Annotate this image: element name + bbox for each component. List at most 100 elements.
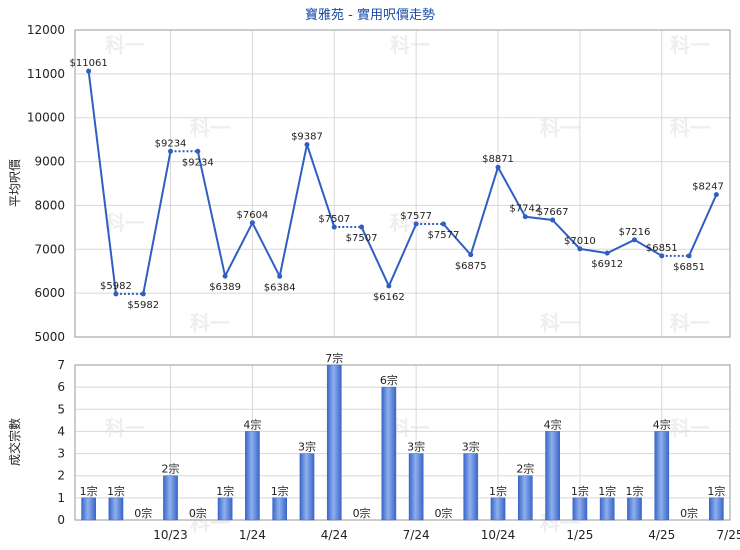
bar-value-label: 1宗: [707, 484, 725, 498]
point-value-label: $7742: [509, 204, 541, 215]
line-segment: [306, 144, 336, 228]
line-segment: [525, 215, 553, 222]
line-point: [113, 291, 119, 297]
line-point: [140, 291, 146, 297]
line-point: [413, 221, 419, 227]
watermark-text: 科一: [540, 311, 580, 335]
bar-value-label: 1宗: [271, 484, 289, 498]
line-chart-ytick: 8000: [34, 198, 65, 212]
bar-value-label: 2宗: [162, 462, 180, 476]
line-point: [277, 273, 283, 279]
point-value-label: $7507: [346, 233, 378, 244]
bar: [245, 431, 260, 521]
x-tick-label: 10/24: [481, 528, 516, 542]
bar-value-label: 4宗: [243, 417, 261, 431]
bar: [463, 453, 479, 521]
line-point: [304, 142, 310, 148]
point-value-label: $7577: [428, 230, 460, 241]
point-value-label: $11061: [70, 58, 108, 69]
line-point: [359, 224, 365, 230]
line-chart-ytick: 5000: [34, 330, 65, 344]
watermark-text: 科一: [390, 33, 430, 57]
watermark-text: 科一: [105, 416, 145, 440]
bar: [217, 497, 233, 521]
line-segment: [633, 238, 663, 257]
bar-value-label: 1宗: [107, 484, 125, 498]
x-tick-label: 7/24: [403, 528, 430, 542]
line-point: [468, 252, 474, 258]
point-value-label: $9234: [182, 157, 214, 168]
line-segment: [142, 151, 172, 295]
bar-value-label: 1宗: [80, 484, 98, 498]
bar-chart-ytick: 6: [57, 380, 65, 394]
line-point: [222, 273, 228, 279]
point-value-label: $7216: [619, 227, 651, 238]
point-value-label: $6912: [591, 259, 623, 270]
point-value-label: $7667: [537, 207, 569, 218]
bar: [108, 497, 124, 521]
bar-value-label: 0宗: [680, 506, 698, 520]
line-point: [195, 148, 201, 154]
line-segment: [196, 151, 227, 277]
line-point: [440, 221, 446, 227]
point-value-label: $5982: [127, 300, 159, 311]
watermark-text: 科一: [390, 211, 430, 235]
bar: [490, 497, 506, 521]
bar-series: [81, 364, 724, 521]
line-point: [168, 148, 174, 154]
bar-chart-ylabel: 成交宗數: [7, 418, 22, 466]
point-value-label: $6384: [264, 282, 296, 293]
line-segment: [579, 247, 608, 255]
bar-value-label: 2宗: [516, 462, 534, 476]
line-series: [86, 68, 719, 297]
line-chart-ytick: 11000: [27, 67, 65, 81]
bar: [627, 497, 642, 521]
point-value-label: $7604: [236, 210, 268, 221]
bar-value-label: 1宗: [625, 484, 643, 498]
bar-value-label: 6宗: [380, 373, 398, 387]
bar-chart-frame: [74, 364, 731, 521]
bar-value-label: 0宗: [134, 506, 152, 520]
point-value-label: $7577: [400, 211, 432, 222]
line-point: [713, 192, 719, 198]
line-segment: [469, 166, 499, 256]
point-value-label: $8247: [692, 182, 724, 193]
watermark-text: 科一: [105, 211, 145, 235]
watermark-text: 科一: [670, 416, 710, 440]
line-chart-ytick: 7000: [34, 242, 65, 256]
line-chart-frame: [74, 29, 731, 338]
bar-chart-ytick: 3: [57, 447, 65, 461]
point-value-label: $6162: [373, 292, 405, 303]
point-value-label: $6875: [455, 261, 487, 272]
point-value-label: $9387: [291, 132, 323, 143]
bar: [81, 497, 96, 521]
line-point: [495, 164, 501, 170]
line-segment: [688, 194, 718, 257]
line-chart-ytick: 10000: [27, 111, 65, 125]
line-segment: [606, 238, 635, 255]
bar: [709, 497, 724, 521]
x-tick-label: 4/24: [321, 528, 348, 542]
bar-value-label: 4宗: [544, 417, 562, 431]
bar: [163, 475, 178, 521]
line-chart-ytick: 12000: [27, 23, 65, 37]
bar-chart-ytick: 5: [57, 402, 65, 416]
line-segment: [387, 223, 418, 287]
bar: [654, 431, 670, 521]
point-value-label: $8871: [482, 154, 514, 165]
x-tick-label: 10/23: [153, 528, 188, 542]
point-value-label: $6389: [209, 282, 241, 293]
bar-chart-ytick: 1: [57, 491, 65, 505]
point-value-label: $7507: [318, 214, 350, 225]
line-segment: [497, 166, 527, 218]
watermark-text: 科一: [105, 33, 145, 57]
bar: [599, 497, 615, 521]
axis-ticks: 5000 6000 7000 8000 9000 10000 11000 12000 0 1 2 3 4…: [27, 23, 740, 542]
line-point: [686, 253, 692, 259]
line-segment: [442, 223, 472, 256]
bar: [408, 453, 424, 521]
bar-chart-ytick: 4: [57, 424, 65, 438]
